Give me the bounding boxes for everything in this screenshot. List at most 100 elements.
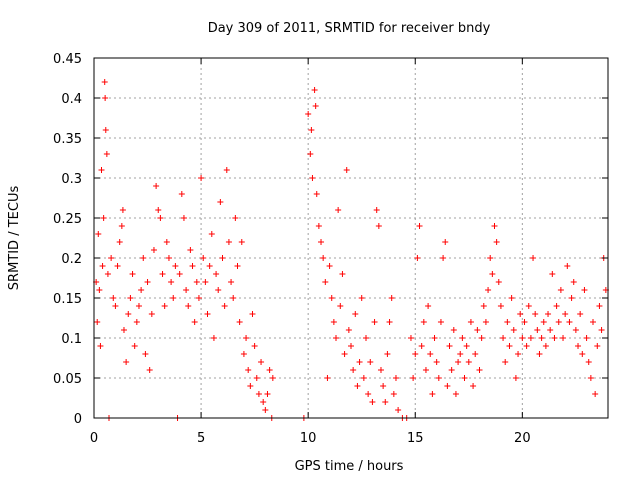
data-point <box>195 295 202 301</box>
data-point <box>348 343 354 349</box>
data-point <box>536 351 543 357</box>
x-tick-label: 15 <box>407 431 424 446</box>
data-point <box>119 207 126 213</box>
data-point <box>313 191 320 197</box>
data-point <box>269 375 276 381</box>
data-point <box>225 239 232 245</box>
data-point <box>553 303 560 309</box>
data-point <box>161 303 168 309</box>
data-point <box>258 359 265 365</box>
data-point <box>249 311 256 317</box>
data-point <box>390 391 397 397</box>
data-point <box>525 303 532 309</box>
data-point <box>97 343 104 349</box>
data-point <box>562 311 569 317</box>
data-point <box>116 239 123 245</box>
data-point <box>489 271 496 277</box>
data-point <box>251 343 258 349</box>
data-point <box>219 255 226 261</box>
data-point <box>542 343 549 349</box>
data-point <box>118 223 125 229</box>
data-point <box>138 287 145 293</box>
data-point <box>519 335 526 341</box>
grid-lines <box>94 58 608 418</box>
data-point <box>326 263 333 269</box>
y-tick-label: 0.2 <box>61 252 82 267</box>
data-point <box>592 391 599 397</box>
data-point <box>377 367 384 373</box>
data-point <box>320 255 327 261</box>
data-point <box>418 343 425 349</box>
data-point <box>163 239 170 245</box>
data-point <box>114 263 121 269</box>
data-point <box>245 367 252 373</box>
data-point <box>540 319 547 325</box>
data-point <box>228 279 235 285</box>
data-point <box>140 255 147 261</box>
y-tick-label: 0.05 <box>53 372 82 387</box>
data-point <box>144 279 151 285</box>
data-point <box>504 319 511 325</box>
data-point <box>452 391 459 397</box>
data-point <box>305 111 312 117</box>
data-point <box>444 383 451 389</box>
data-point <box>333 335 340 341</box>
data-point <box>234 263 241 269</box>
data-point <box>512 375 519 381</box>
data-point <box>100 215 107 221</box>
data-point <box>108 255 115 261</box>
data-point <box>223 167 230 173</box>
data-point <box>94 319 101 325</box>
data-point <box>510 327 517 333</box>
data-point <box>135 303 142 309</box>
data-point <box>213 271 220 277</box>
data-point <box>215 287 222 293</box>
data-point <box>153 183 160 189</box>
data-point <box>407 335 414 341</box>
data-point <box>208 231 215 237</box>
data-point <box>380 383 387 389</box>
data-point <box>476 367 483 373</box>
data-point <box>155 207 162 213</box>
data-point <box>102 127 109 133</box>
data-point <box>247 383 254 389</box>
data-point <box>356 359 363 365</box>
data-point <box>532 311 539 317</box>
y-tick-label: 0.25 <box>53 212 82 227</box>
data-point <box>570 279 577 285</box>
data-point <box>472 351 479 357</box>
data-point <box>442 239 449 245</box>
data-point <box>506 343 513 349</box>
data-point <box>202 279 209 285</box>
x-tick-label: 0 <box>90 431 98 446</box>
data-point <box>328 295 335 301</box>
data-point <box>176 271 183 277</box>
x-axis-label: GPS time / hours <box>295 459 404 474</box>
data-point <box>354 383 361 389</box>
data-point <box>330 319 337 325</box>
data-point <box>527 335 534 341</box>
data-point <box>435 375 442 381</box>
data-point <box>420 319 427 325</box>
data-point <box>358 295 365 301</box>
data-point <box>210 335 217 341</box>
data-point <box>101 79 108 85</box>
data-point <box>315 223 322 229</box>
y-tick-label: 0 <box>74 412 82 427</box>
data-point <box>266 367 273 373</box>
x-tick-label: 10 <box>300 431 317 446</box>
data-point <box>262 407 269 413</box>
data-point <box>168 279 175 285</box>
data-point <box>189 263 196 269</box>
data-point <box>335 207 342 213</box>
data-point <box>221 303 228 309</box>
data-point <box>425 303 432 309</box>
data-point <box>236 319 243 325</box>
data-point <box>112 303 119 309</box>
data-point <box>487 255 494 261</box>
data-point <box>547 327 554 333</box>
data-point <box>103 151 110 157</box>
data-point <box>491 223 498 229</box>
data-point <box>95 231 102 237</box>
